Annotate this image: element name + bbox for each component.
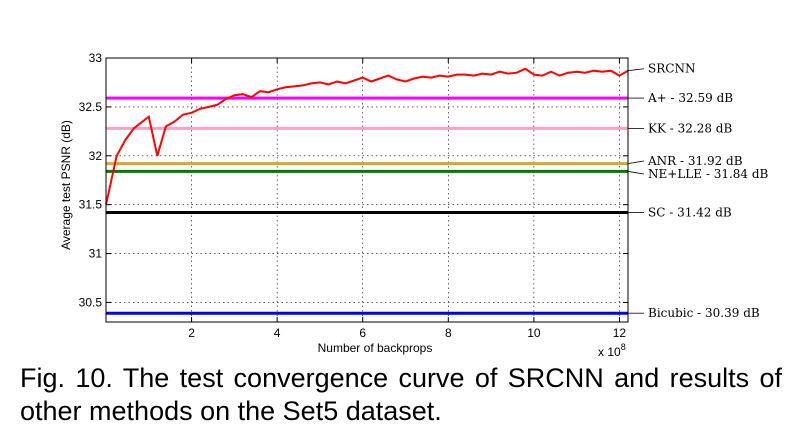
x-tick-label: 12 <box>613 326 627 340</box>
y-axis-label: Average test PSNR (dB) <box>59 120 73 250</box>
y-tick-label: 31.5 <box>79 198 103 212</box>
plot-frame <box>105 57 629 323</box>
baseline-label: KK - 32.28 dB <box>648 121 732 135</box>
convergence-chart: 2 4 6 8 10 12 30.5 31 31.5 32 32.5 33 A+ - 32.59 dB… <box>59 51 769 359</box>
axis-ticks: 2 4 6 8 10 12 30.5 31 31.5 32 32.5 33 <box>79 51 628 340</box>
y-tick-label: 33 <box>89 51 103 65</box>
curve-label: SRCNN <box>648 62 695 76</box>
x-tick-label: 4 <box>274 326 281 340</box>
leader-line <box>627 68 645 72</box>
y-tick-label: 32 <box>89 149 103 163</box>
y-tick-label: 30.5 <box>79 295 103 309</box>
x-tick-label: 2 <box>188 326 195 340</box>
y-tick-label: 32.5 <box>79 100 103 114</box>
x-tick-label: 10 <box>527 326 541 340</box>
leader-line <box>627 171 645 175</box>
leader-line <box>627 160 645 164</box>
baseline-lines <box>106 96 628 315</box>
baseline-label: A+ - 32.59 dB <box>647 91 733 105</box>
figure-caption: Fig. 10. The test convergence curve of S… <box>20 363 782 426</box>
baseline-label: SC - 31.42 dB <box>648 205 732 219</box>
x-multiplier-exponent: 8 <box>621 342 626 352</box>
x-tick-label: 6 <box>359 326 366 340</box>
x-axis-label: Number of backprops <box>318 341 433 355</box>
y-tick-label: 31 <box>89 247 103 261</box>
x-tick-label: 8 <box>445 326 452 340</box>
baseline-label: ANR - 31.92 dB <box>647 154 743 168</box>
baseline-label: NE+LLE - 31.84 dB <box>648 167 769 181</box>
method-labels: A+ - 32.59 dB KK - 32.28 dB ANR - 31.92 dB… <box>647 62 769 320</box>
baseline-label: Bicubic - 30.39 dB <box>648 306 760 320</box>
x-multiplier-base: x 10 <box>598 345 621 359</box>
x-multiplier: x 108 <box>598 342 626 359</box>
label-leader-lines <box>627 68 645 314</box>
srcnn-curve <box>105 67 629 205</box>
